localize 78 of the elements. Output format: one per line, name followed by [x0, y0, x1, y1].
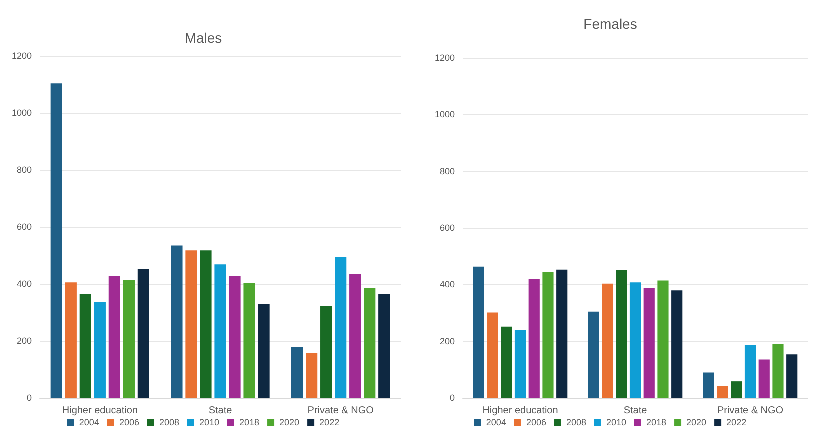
bar [514, 330, 526, 398]
bar [616, 270, 628, 398]
bar [200, 250, 212, 398]
bar [786, 354, 798, 398]
x-tick-label: Private & NGO [717, 406, 784, 416]
bar [644, 288, 655, 398]
bar [630, 282, 642, 398]
bar [602, 284, 614, 398]
y-tick-label: 0 [26, 393, 32, 403]
bar [703, 372, 714, 398]
y-tick-label: 400 [440, 280, 455, 290]
y-tick-label: 1200 [434, 53, 455, 63]
y-tick-label: 0 [450, 393, 455, 403]
bar [501, 326, 512, 398]
bar [658, 280, 669, 398]
y-tick-label: 200 [440, 336, 455, 346]
chart-title: Males [184, 30, 222, 46]
x-tick-label: State [624, 406, 648, 416]
bar [306, 353, 318, 398]
bar [744, 345, 756, 398]
bar [291, 347, 304, 398]
bar [258, 304, 270, 398]
bar [171, 246, 183, 398]
y-tick-label: 1000 [12, 108, 32, 118]
legend-label: 2008 [566, 418, 586, 428]
bar [672, 290, 683, 398]
legend-label: 2004 [486, 418, 506, 428]
legend-label: 2018 [646, 418, 667, 428]
x-tick-label: Private & NGO [308, 406, 374, 416]
bar [214, 264, 226, 398]
bar [186, 250, 198, 398]
bar [528, 279, 540, 398]
bar [229, 276, 241, 398]
y-tick-label: 600 [16, 222, 32, 232]
x-tick-label: Higher education [62, 406, 138, 416]
chart-title: Females [584, 16, 638, 32]
bar [717, 386, 728, 398]
bar [65, 282, 77, 398]
bar [364, 288, 376, 398]
y-tick-label: 400 [16, 279, 32, 289]
bar [731, 382, 742, 398]
bar [108, 276, 120, 398]
bar [244, 283, 256, 398]
legend-label: 2006 [526, 418, 546, 428]
bar [320, 306, 332, 398]
bar [758, 360, 770, 398]
y-tick-label: 600 [440, 223, 455, 233]
x-tick-label: Higher education [482, 406, 558, 416]
bar [487, 312, 498, 398]
legend-label: 2004 [79, 418, 100, 428]
bar [473, 266, 484, 398]
y-tick-label: 200 [16, 336, 32, 346]
bar [123, 280, 135, 398]
legend-label: 2008 [159, 418, 180, 428]
bar [588, 312, 600, 398]
bar [378, 294, 390, 398]
bar [94, 302, 106, 398]
legend-label: 2018 [240, 418, 260, 428]
legend-label: 2022 [320, 418, 340, 428]
y-tick-label: 1200 [12, 51, 32, 61]
y-tick-label: 1000 [434, 110, 455, 120]
bar [542, 272, 554, 398]
bar [772, 344, 784, 398]
y-tick-label: 800 [16, 165, 32, 175]
bar [80, 294, 92, 398]
bar [335, 257, 347, 398]
bar [50, 84, 62, 398]
bar [138, 269, 150, 398]
bar [350, 274, 362, 398]
x-tick-label: State [208, 406, 233, 416]
bar [556, 270, 568, 398]
legend-label: 2020 [686, 418, 707, 428]
y-tick-label: 800 [440, 166, 455, 176]
legend-label: 2010 [606, 418, 627, 428]
legend-label: 2022 [726, 418, 747, 428]
legend-label: 2020 [280, 418, 300, 428]
legend-label: 2006 [119, 418, 140, 428]
legend-label: 2010 [199, 418, 220, 428]
